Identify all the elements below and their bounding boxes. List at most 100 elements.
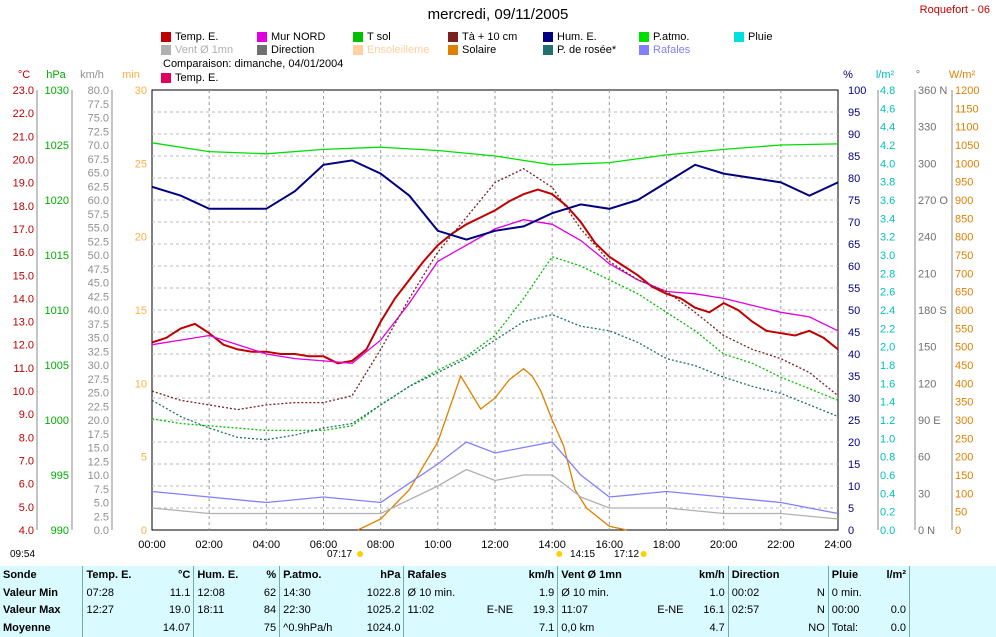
y-tick-label: 5 [141,452,147,464]
cell [876,584,910,602]
y-tick-label: 40 [848,349,860,361]
y-tick-label: 12.5 [88,456,109,468]
cell [909,601,996,620]
comparison-legend: Temp. E. [161,72,218,84]
y-tick-label: 30 [918,488,930,500]
row-label: Moyenne [3,622,51,635]
cell: 11:07 [557,601,645,620]
y-tick-label: 9.0 [19,409,34,421]
hdr-rain-unit: l/m² [886,568,906,581]
y-tick-label: 4.8 [880,85,895,97]
y-tick-label: 200 [955,452,973,464]
y-tick-label: 1.2 [880,415,895,427]
y-tick-label: 3.4 [880,213,895,225]
y-tick-label: 11.0 [13,363,34,375]
y-tick-label: 90 E [918,415,941,427]
y-tick-label: 5 [848,503,854,515]
y-tick-label: 30 [848,393,860,405]
y-tick-label: 2.4 [880,305,895,317]
hdr-dir: Direction [727,566,799,584]
y-tick-label: 37.5 [88,319,109,331]
x-tick-label: 22:00 [767,539,795,551]
legend-label: Temp. E. [175,31,219,43]
x-tick-label: 10:00 [424,539,452,551]
y-tick-label: 2.8 [880,268,895,280]
legend-item: Temp. E. [161,31,218,43]
cell: NO [808,622,825,635]
y-tick-label: 1015 [45,250,69,262]
y-tick-label: 60 [848,261,860,273]
y-tick-label: 80.0 [88,85,109,97]
cell: 1024.0 [366,622,401,635]
cell [727,619,799,637]
y-tick-label: 950 [955,177,973,189]
legend-label: P. de rosée* [557,44,617,56]
y-tick-label: 47.5 [88,264,109,276]
y-tick-label: 18.0 [13,201,34,213]
x-tick-label: 00:00 [138,539,166,551]
hdr-rain: Pluie [827,566,876,584]
y-tick-label: 3.8 [880,177,895,189]
hdr-end [909,566,996,584]
y-tick-label: 70 [848,217,860,229]
cell: 0.0 [890,622,906,635]
cell: 1.9 [538,586,555,599]
y-tick-label: 1.6 [880,378,895,390]
y-tick-label: 0.8 [880,452,895,464]
y-tick-label: 45.0 [88,278,109,290]
legend-item: Pluie [734,31,772,43]
comparison-text: Comparaison: dimanche, 04/01/2004 [163,58,344,70]
cell [474,584,516,602]
weather-chart: 00:00 02:00 04:00 06:00 08:00 10:00 12:00 14:00… [13,69,979,557]
legend-swatch [543,32,553,42]
legend-item: Rafales [639,44,690,56]
cell: 19.3 [532,604,555,617]
series-line [151,167,839,411]
hdr-temp-unit: °C [178,568,191,581]
series-line [151,188,839,365]
legend-swatch [448,32,458,42]
series-line [151,142,839,166]
cell: 11:02 [403,601,475,620]
legend-item: T sol [353,31,391,43]
y-tick-label: 7.0 [19,456,34,468]
y-tick-label: 55 [848,283,860,295]
y-tick-label: 10 [135,378,147,390]
comparison-swatch [161,73,171,83]
marker-first: 09:54 [10,549,36,560]
y-tick-label: 0.2 [880,507,895,519]
y-tick-label: 2.2 [880,323,895,335]
y-tick-label: 3.2 [880,232,895,244]
hdr-wind-unit: km/h [699,568,725,581]
stats-row-avg: Moyenne 14.07 75 ^0.9hPa/h 1024.0 7.1 0,… [0,619,996,637]
y-tick-label: 32.5 [88,346,109,358]
legend-label: Tà + 10 cm [462,31,518,43]
y-tick-label: 210 [918,268,936,280]
legend-swatch [639,45,649,55]
legend-label: Ensoleilleme [367,44,430,56]
hdr-wind: Vent Ø 1mn [557,566,645,584]
y-tick-label: 55.0 [88,223,109,235]
y-tick-label: 25 [135,158,147,170]
y-tick-label: 50 [955,507,967,519]
y-tick-label: 57.5 [88,209,109,221]
stats-header-row: Sonde Temp. E. °C Hum. E. % P.atmo. hPa … [0,566,996,584]
y-tick-label: 20.0 [13,154,34,166]
y-tick-label: 50.0 [88,250,109,262]
axis-unit: min [122,69,140,81]
y-tick-label: 270 O [918,195,948,207]
y-tick-label: 72.5 [88,126,109,138]
legend-label: Vent Ø 1mn [175,44,234,56]
cell: 11.1 [169,586,191,599]
y-tick-label: 23.0 [13,85,34,97]
y-tick-label: 15.0 [88,443,109,455]
hdr-dir-spacer [798,566,828,584]
axis-unit: ° [916,69,920,81]
y-tick-label: 150 [918,342,936,354]
series-line [151,159,839,241]
y-tick-label: 360 N [918,85,947,97]
y-tick-label: 17.5 [88,429,109,441]
y-tick-label: 1200 [955,85,979,97]
cell: 14:30 [279,583,352,602]
y-tick-label: 42.5 [88,291,109,303]
